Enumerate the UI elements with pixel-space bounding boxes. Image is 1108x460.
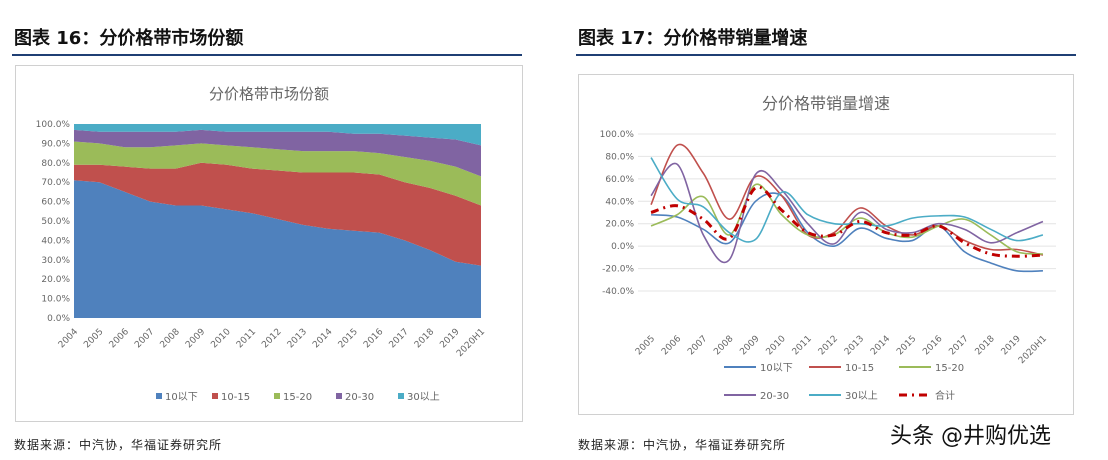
x-tick-label: 2014 — [869, 334, 892, 357]
y-tick-label: 100.0% — [36, 120, 71, 130]
x-tick-label: 2006 — [660, 334, 683, 357]
y-tick-label: 20.0% — [605, 220, 634, 230]
x-tick-label: 2011 — [235, 327, 258, 350]
watermark: 头条 @井购优选 — [890, 424, 1051, 449]
x-tick-label: 2010 — [209, 327, 232, 350]
y-tick-label: 100.0% — [600, 130, 635, 140]
area-10-15 — [74, 162, 481, 266]
area-15-20 — [74, 141, 481, 206]
x-tick-label: 2014 — [311, 327, 334, 350]
legend-label: 10-15 — [221, 392, 250, 403]
x-tick-label: 2010 — [765, 334, 788, 357]
x-tick-label: 2018 — [413, 327, 436, 350]
source-note: 数据来源：中汽协，华福证券研究所 — [14, 438, 223, 452]
x-tick-label: 2012 — [260, 327, 283, 350]
chart-title: 分价格带销量增速 — [762, 94, 890, 113]
x-tick-label: 2018 — [974, 334, 997, 357]
line-10以下 — [650, 192, 1043, 273]
x-tick-label: 2011 — [791, 334, 814, 357]
area-30以上 — [74, 124, 481, 146]
legend-label: 10-15 — [845, 363, 874, 374]
market-share-svg: 分价格带市场份额 0.0% 10.0% 20.0% 30.0% 40.0% 50.0% 60… — [36, 85, 487, 403]
x-tick-label: 2017 — [947, 334, 970, 357]
x-tick-label: 2016 — [921, 334, 944, 357]
source-note: 数据来源：中汽协，华福证券研究所 — [578, 438, 787, 452]
line-合计 — [650, 185, 1044, 258]
y-tick-label: 40.0% — [605, 197, 634, 207]
x-tick-label: 2017 — [388, 327, 411, 350]
y-tick-label: 60.0% — [41, 198, 70, 208]
x-tick-label: 2006 — [108, 327, 131, 350]
area-10以下 — [74, 180, 481, 318]
legend-label: 15-20 — [935, 363, 964, 374]
x-tick-label: 2008 — [159, 327, 182, 350]
x-tick-label: 2005 — [82, 327, 105, 350]
y-tick-label: 90.0% — [41, 139, 70, 149]
legend-label: 10以下 — [760, 363, 793, 374]
x-tick-label: 2020H1 — [455, 327, 487, 359]
y-tick-label: 0.0% — [611, 242, 634, 252]
legend-label: 合计 — [935, 389, 955, 402]
y-tick-label: -40.0% — [602, 287, 634, 297]
y-tick-label: 70.0% — [41, 178, 70, 188]
x-tick-label: 2012 — [817, 334, 840, 357]
legend-label: 30以上 — [845, 390, 878, 402]
y-tick-label: 40.0% — [41, 236, 70, 246]
legend-label: 20-30 — [760, 391, 789, 402]
legend-swatch — [398, 393, 404, 399]
y-tick-label: -20.0% — [602, 265, 634, 275]
area-20-30 — [74, 129, 481, 177]
x-tick-label: 2019 — [438, 327, 461, 350]
figure-16-header: 图表 16：分价格带市场份额 — [14, 28, 244, 49]
legend-label: 20-30 — [345, 392, 374, 403]
y-tick-label: 30.0% — [41, 256, 70, 266]
x-tick-label: 2008 — [712, 334, 735, 357]
y-tick-label: 80.0% — [605, 152, 634, 162]
x-tick-label: 2019 — [1000, 334, 1023, 357]
x-tick-label: 2004 — [57, 327, 80, 350]
y-tick-label: 20.0% — [41, 275, 70, 285]
header-divider — [12, 54, 522, 56]
y-tick-label: 80.0% — [41, 159, 70, 169]
x-tick-label: 2005 — [634, 334, 657, 357]
legend-swatch — [156, 393, 162, 399]
x-tick-label: 2013 — [286, 327, 309, 350]
y-tick-label: 50.0% — [41, 217, 70, 227]
x-tick-label: 2013 — [843, 334, 866, 357]
y-tick-label: 0.0% — [47, 314, 70, 324]
legend-label: 30以上 — [407, 391, 440, 403]
x-tick-label: 2007 — [686, 334, 709, 357]
line-30以上 — [650, 157, 1044, 243]
x-tick-label: 2020H1 — [1017, 334, 1049, 366]
legend-swatch — [274, 393, 280, 399]
legend-swatch — [336, 393, 342, 399]
legend-swatch — [212, 393, 218, 399]
chart-title: 分价格带市场份额 — [209, 85, 329, 103]
y-tick-label: 10.0% — [41, 295, 70, 305]
y-tick-label: 60.0% — [605, 175, 634, 185]
x-tick-label: 2007 — [133, 327, 156, 350]
x-tick-label: 2009 — [738, 334, 761, 357]
legend-label: 10以下 — [165, 392, 198, 403]
x-tick-label: 2015 — [337, 327, 360, 350]
x-tick-label: 2016 — [362, 327, 385, 350]
x-tick-label: 2015 — [895, 334, 918, 357]
line-20-30 — [650, 162, 1044, 264]
growth-svg: 分价格带销量增速 -40.0% -20.0% 0.0% 20.0% 40.0% 60.0%… — [600, 94, 1056, 402]
x-tick-label: 2009 — [184, 327, 207, 350]
growth-chart: 分价格带销量增速 -40.0% -20.0% 0.0% 20.0% 40.0% 60.0%… — [578, 74, 1074, 415]
legend-label: 15-20 — [283, 392, 312, 403]
figure-17-header: 图表 17：分价格带销量增速 — [578, 28, 808, 49]
line-10-15 — [650, 143, 1044, 256]
header-divider — [576, 54, 1076, 56]
market-share-chart: 分价格带市场份额 0.0% 10.0% 20.0% 30.0% 40.0% 50.0% 60… — [15, 65, 523, 422]
